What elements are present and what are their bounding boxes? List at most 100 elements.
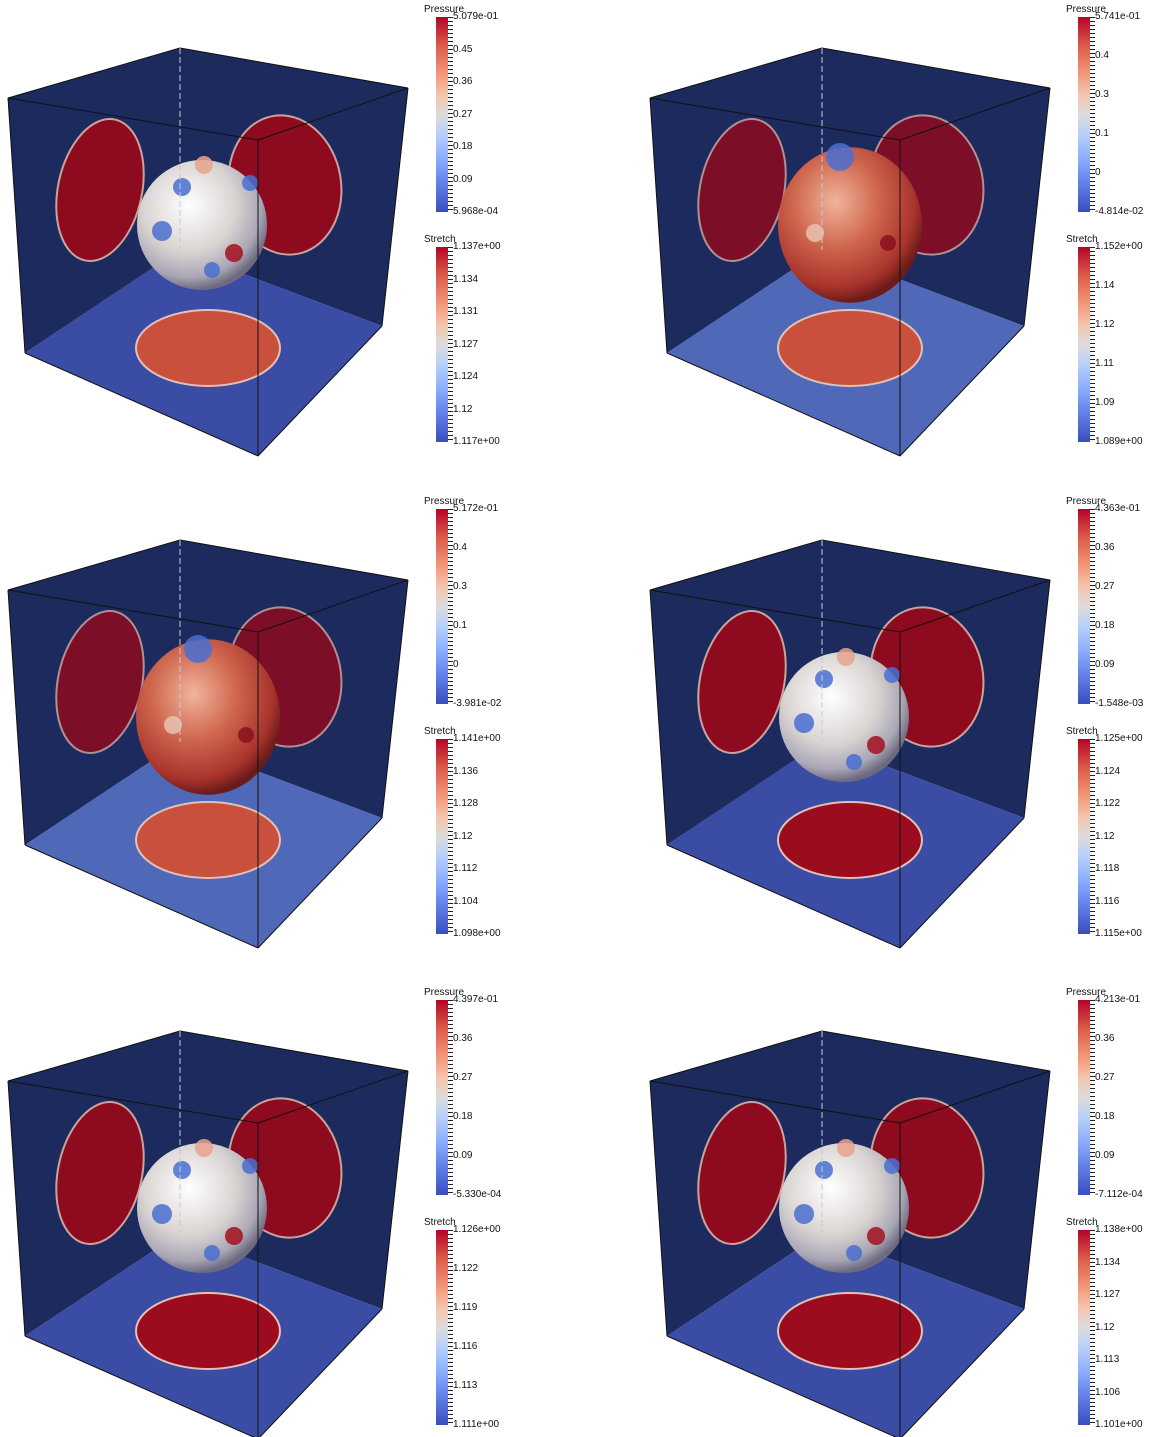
box-edge: [899, 817, 1025, 949]
box-edge: [1023, 579, 1051, 819]
stretch-tick-label: 1.124: [453, 371, 479, 382]
simulation-panel-5: Pressure 4.397e-01 0.36 0.27 0.18 0.09 -5.330e…: [0, 983, 560, 1437]
sphere-spot: [204, 1245, 220, 1261]
stretch-colorbar-gradient: [1078, 247, 1090, 442]
stretch-tick-label: 1.138e+00: [1095, 1224, 1143, 1235]
box-edge: [821, 47, 1051, 89]
pressure-colorbar-ticks: [1090, 509, 1095, 704]
box-edge: [649, 1080, 901, 1124]
pressure-tick-label: 0: [1095, 167, 1101, 178]
pressure-tick-label: 0.18: [1095, 620, 1115, 631]
sphere-spot: [225, 244, 243, 262]
stretch-tick-label: 1.137e+00: [453, 241, 501, 252]
stretch-colorbar-title: Stretch: [1066, 726, 1098, 737]
stretch-tick-label: 1.127: [1095, 1289, 1121, 1300]
box-edge: [899, 579, 1051, 633]
sphere-spot: [152, 221, 172, 241]
box-edge: [649, 539, 823, 591]
stretch-tick-label: 1.12: [1095, 1321, 1115, 1333]
stretch-tick-label: 1.118: [1095, 863, 1120, 874]
stretch-tick-label: 1.11: [1095, 358, 1114, 369]
pressure-tick-label: 0.27: [1095, 581, 1115, 592]
box-edge: [666, 1335, 897, 1437]
floor-disc: [135, 801, 281, 879]
simulation-panel-1: Pressure 5.079e-01 0.45 0.36 0.27 0.18 0.09 5.9…: [0, 0, 560, 470]
stretch-colorbar-gradient: [1078, 1230, 1090, 1425]
sphere-spot: [152, 1204, 172, 1224]
pressure-tick-label: 0.36: [1095, 1033, 1115, 1044]
stretch-colorbar-gradient: [436, 739, 448, 934]
floor-disc: [777, 801, 923, 879]
pressure-colorbar-gradient: [1078, 509, 1090, 704]
sphere-spot: [794, 1204, 814, 1224]
pressure-tick-label: 0.27: [453, 108, 473, 120]
box-edge: [666, 352, 901, 457]
pressure-colorbar-gradient: [1078, 1000, 1090, 1195]
box-edge: [7, 539, 181, 591]
box-edge: [257, 1070, 409, 1124]
stretch-tick-label: 1.089e+00: [1095, 436, 1143, 447]
stretch-tick-label: 1.136: [453, 765, 479, 777]
left-wall-disc: [55, 1101, 145, 1245]
stretch-tick-label: 1.134: [1095, 1256, 1121, 1268]
box-edge: [381, 87, 409, 327]
stretch-tick-label: 1.122: [453, 1263, 479, 1274]
sphere-spot: [242, 175, 258, 191]
sphere-spot: [794, 713, 814, 733]
pressure-tick-label: 4.397e-01: [453, 994, 499, 1005]
stretch-colorbar-title: Stretch: [1066, 234, 1098, 245]
stretch-tick-label: 1.126e+00: [453, 1224, 501, 1235]
pressure-tick-label: 0.09: [1095, 659, 1115, 670]
pressure-tick-label: -1.548e-03: [1095, 698, 1144, 709]
pressure-colorbar-ticks: [1090, 1000, 1095, 1195]
pressure-tick-label: -3.981e-02: [453, 698, 502, 709]
stretch-colorbar-title: Stretch: [1066, 1217, 1098, 1228]
box-edge: [899, 1070, 1051, 1124]
sphere: [136, 639, 280, 795]
pressure-colorbar-gradient: [436, 509, 448, 704]
box-edge: [7, 97, 26, 354]
stretch-colorbar-gradient: [436, 1230, 448, 1425]
simulation-panel-4: Pressure 4.363e-01 0.36 0.27 0.18 0.09 -1.548e…: [642, 492, 1156, 962]
box-edge: [7, 47, 181, 99]
box-edge: [899, 87, 1051, 141]
left-wall-disc: [55, 118, 145, 262]
box-edge: [901, 1308, 1025, 1437]
pressure-tick-label: 0.18: [453, 141, 473, 152]
pressure-tick-label: 0.18: [1095, 1111, 1115, 1122]
stretch-colorbar-ticks: [448, 739, 453, 934]
scene-render-2: [649, 47, 1051, 457]
stretch-tick-label: 1.112: [453, 863, 478, 874]
box-edge: [821, 1030, 1051, 1072]
pressure-colorbar-title: Pressure: [424, 987, 465, 998]
stretch-tick-label: 1.106: [1095, 1386, 1121, 1398]
stretch-tick-label: 1.12: [1095, 319, 1115, 330]
pressure-tick-label: 0.45: [453, 43, 473, 55]
scene-render-1: [7, 47, 409, 457]
sphere-spot: [884, 1158, 900, 1174]
sphere-spot: [867, 736, 885, 754]
sphere-spot: [164, 716, 182, 734]
floor-disc: [135, 1292, 281, 1370]
sphere-spot: [173, 1161, 191, 1179]
sphere-spot: [884, 667, 900, 683]
stretch-tick-label: 1.134: [453, 273, 479, 285]
stretch-tick-label: 1.128: [453, 798, 479, 809]
stretch-tick-label: 1.14: [1095, 280, 1115, 291]
stretch-colorbar-title: Stretch: [424, 726, 456, 737]
floor-disc: [135, 309, 281, 387]
stretch-colorbar-title: Stretch: [424, 1217, 456, 1228]
sphere-spot: [225, 1227, 243, 1245]
pressure-colorbar-title: Pressure: [424, 4, 465, 15]
box-edge: [649, 97, 668, 354]
scene-render-6: [649, 1030, 1051, 1437]
stretch-tick-label: 1.117e+00: [453, 436, 500, 447]
pressure-colorbar-ticks: [448, 1000, 453, 1195]
box-edge: [7, 1080, 26, 1337]
pressure-colorbar-gradient: [1078, 17, 1090, 212]
sphere-spot: [815, 670, 833, 688]
stretch-tick-label: 1.098e+00: [453, 928, 501, 939]
sphere-spot: [204, 262, 220, 278]
box-edge: [649, 589, 901, 633]
pressure-tick-label: 0.27: [453, 1072, 473, 1083]
